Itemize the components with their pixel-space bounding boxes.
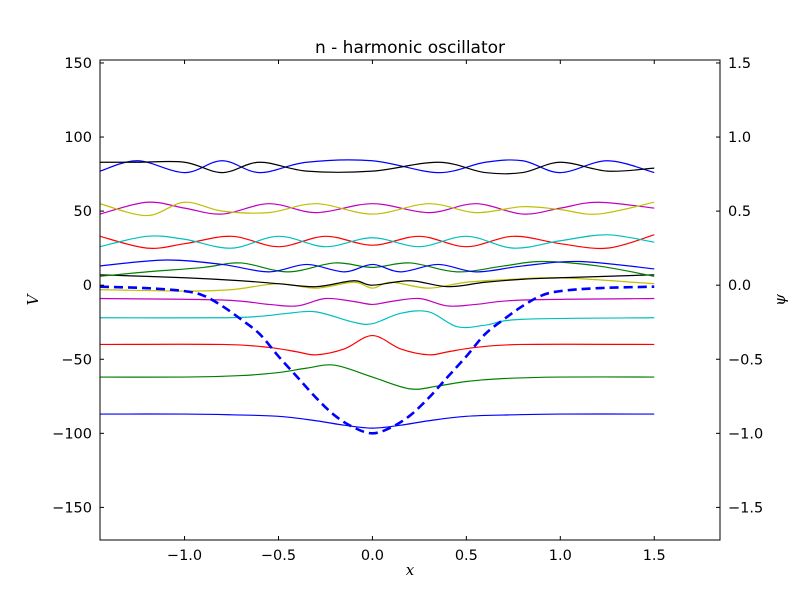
eigenstate-line-n0 — [100, 413, 655, 429]
chart-title: n - harmonic oscillator — [315, 38, 505, 58]
y-axis-right: 1.5 1.0 0.5 0.0 −0.5 −1.0 −1.5 — [716, 56, 763, 516]
y-tick-label: 150 — [64, 56, 92, 72]
y2-axis-label: ψ — [771, 294, 789, 306]
y-tick-label: −150 — [52, 500, 92, 516]
eigenstate-line-n2 — [100, 334, 655, 356]
y-tick-label: 50 — [74, 204, 92, 220]
eigenstate-line-n7 — [100, 260, 655, 277]
y2-tick-label: 1.0 — [728, 130, 751, 146]
eigenstate-line-n11 — [100, 201, 655, 215]
y-tick-label: 0 — [83, 278, 92, 294]
x-tick-label: 1.5 — [643, 548, 666, 564]
x-axis-label: x — [406, 561, 415, 579]
plot-frame — [99, 59, 721, 541]
eigenstate-line-n14 — [100, 160, 655, 175]
x-tick-label: 0.0 — [361, 548, 384, 564]
plot-area — [100, 159, 655, 435]
eigenstate-line-n1 — [100, 364, 655, 390]
y2-tick-label: 1.5 — [728, 56, 751, 72]
x-tick-label: −0.5 — [261, 548, 296, 564]
y-axis-label: V — [24, 292, 42, 305]
y2-tick-label: −0.5 — [728, 352, 763, 368]
x-tick-label: −1.0 — [167, 548, 202, 564]
y2-tick-label: −1.5 — [728, 500, 763, 516]
y2-tick-label: −1.0 — [728, 426, 763, 442]
eigenstate-line-n8 — [100, 259, 655, 273]
eigenstate-line-n9 — [100, 234, 655, 250]
x-tick-label: 0.5 — [455, 548, 478, 564]
y-tick-label: −100 — [52, 426, 92, 442]
eigenstate-line-n13 — [100, 159, 655, 174]
x-axis: −1.0 −0.5 0.0 0.5 1.0 1.5 — [167, 60, 666, 564]
y2-tick-label: 0.5 — [728, 204, 751, 220]
y2-tick-label: 0.0 — [728, 278, 751, 294]
eigenstate-line-n3 — [100, 310, 655, 329]
eigenstate-line-n12 — [100, 201, 655, 217]
potential-line — [100, 285, 655, 435]
eigenstate-line-n6 — [100, 274, 655, 288]
y-axis-left: 150 100 50 0 −50 −100 −150 — [52, 56, 104, 516]
eigenstate-line-n4 — [100, 297, 655, 307]
x-tick-label: 1.0 — [549, 548, 572, 564]
y-tick-label: 100 — [64, 130, 92, 146]
y-tick-label: −50 — [61, 352, 92, 368]
eigenstate-line-n10 — [100, 234, 655, 249]
